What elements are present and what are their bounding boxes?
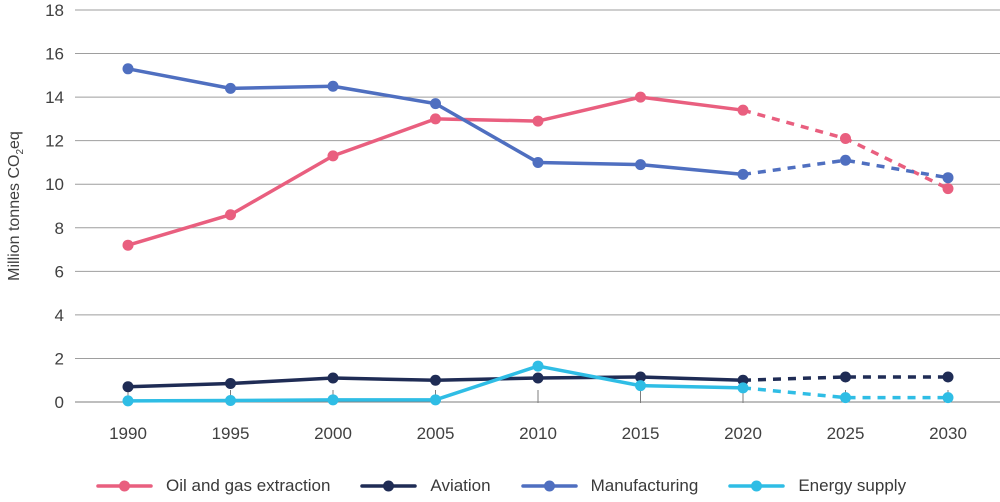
x-tick-label: 2030 bbox=[929, 424, 967, 443]
series-point-manufacturing bbox=[430, 98, 441, 110]
series-point-aviation bbox=[737, 374, 749, 386]
legend-label-manufacturing: Manufacturing bbox=[590, 476, 699, 495]
series-point-aviation bbox=[635, 371, 646, 383]
series-point-energy-supply bbox=[737, 382, 749, 394]
series-point-aviation bbox=[840, 371, 851, 383]
series-point-energy-supply bbox=[635, 380, 646, 392]
series-point-energy-supply bbox=[942, 392, 954, 404]
series-point-manufacturing bbox=[635, 159, 646, 171]
legend-item-manufacturing: Manufacturing bbox=[520, 476, 699, 496]
series-point-oil-and-gas-extraction bbox=[942, 183, 954, 195]
legend-marker-oil-and-gas-extraction bbox=[96, 480, 153, 492]
legend-marker-aviation bbox=[360, 480, 418, 492]
x-tick-label: 2025 bbox=[827, 424, 865, 443]
series-point-manufacturing bbox=[840, 154, 851, 166]
y-tick-label: 10 bbox=[45, 175, 64, 194]
series-point-manufacturing bbox=[122, 63, 134, 75]
legend-marker-manufacturing bbox=[520, 480, 578, 492]
y-tick-label: 6 bbox=[55, 262, 64, 281]
legend-item-oil-and-gas-extraction: Oil and gas extraction bbox=[96, 476, 330, 496]
legend-marker-dot-aviation bbox=[383, 480, 395, 492]
y-tick-label: 18 bbox=[45, 1, 64, 20]
x-tick-label: 1995 bbox=[212, 424, 250, 443]
series-point-energy-supply bbox=[327, 394, 339, 406]
series-line-projected-manufacturing bbox=[742, 158, 949, 180]
x-tick-label: 1990 bbox=[109, 424, 147, 443]
x-tick-label: 2015 bbox=[622, 424, 660, 443]
series-point-oil-and-gas-extraction bbox=[225, 209, 236, 221]
series-point-energy-supply bbox=[532, 360, 544, 372]
series-point-energy-supply bbox=[122, 395, 134, 407]
legend-item-aviation: Aviation bbox=[360, 476, 491, 496]
legend-marker-dot-energy-supply bbox=[751, 480, 763, 492]
series-point-aviation bbox=[122, 381, 134, 393]
y-tick-label: 12 bbox=[45, 132, 64, 151]
series-point-energy-supply bbox=[225, 394, 236, 406]
legend-marker-energy-supply bbox=[728, 480, 786, 492]
y-tick-label: 4 bbox=[55, 306, 64, 325]
series-line-projected-energy-supply bbox=[742, 386, 948, 400]
x-tick-label: 2000 bbox=[314, 424, 352, 443]
series-point-oil-and-gas-extraction bbox=[635, 91, 646, 103]
series-point-manufacturing bbox=[327, 80, 339, 92]
legend-item-energy-supply: Energy supply bbox=[728, 476, 906, 496]
series-point-manufacturing bbox=[942, 172, 954, 184]
series-point-oil-and-gas-extraction bbox=[532, 115, 544, 127]
chart-legend: Oil and gas extraction Aviation Manufactur… bbox=[96, 476, 906, 496]
y-tick-label: 2 bbox=[55, 349, 64, 368]
series-point-aviation bbox=[327, 372, 339, 384]
legend-label-aviation: Aviation bbox=[430, 476, 491, 495]
series-point-oil-and-gas-extraction bbox=[840, 132, 851, 144]
legend-marker-dot-manufacturing bbox=[543, 480, 555, 492]
series-point-oil-and-gas-extraction bbox=[737, 104, 749, 116]
y-tick-label: 14 bbox=[45, 88, 64, 107]
x-tick-label: 2005 bbox=[417, 424, 455, 443]
series-point-aviation bbox=[430, 374, 441, 386]
legend-marker-dot-oil-and-gas-extraction bbox=[119, 480, 130, 492]
x-tick-label: 2010 bbox=[519, 424, 557, 443]
series-point-oil-and-gas-extraction bbox=[122, 239, 134, 251]
legend-label-oil-and-gas-extraction: Oil and gas extraction bbox=[166, 476, 331, 495]
y-tick-label: 0 bbox=[55, 393, 64, 412]
y-tick-label: 16 bbox=[45, 45, 64, 64]
series-point-manufacturing bbox=[532, 156, 544, 168]
line-chart-plot-area: 0 2 4 6 8 10 12 14 16 18 1990 1995 2000 2005 2010 2015 2… bbox=[45, 1, 1000, 443]
series-line-projected-aviation bbox=[742, 375, 948, 382]
series-point-manufacturing bbox=[737, 168, 749, 180]
series-point-energy-supply bbox=[840, 392, 851, 404]
series-point-energy-supply bbox=[430, 394, 441, 406]
series-point-aviation bbox=[942, 371, 954, 383]
series-point-oil-and-gas-extraction bbox=[430, 113, 441, 125]
series-point-aviation bbox=[225, 377, 236, 389]
series-point-aviation bbox=[532, 372, 544, 384]
series-point-oil-and-gas-extraction bbox=[327, 150, 339, 162]
series-line-projected-oil-and-gas-extraction bbox=[742, 108, 949, 191]
legend-label-energy-supply: Energy supply bbox=[798, 476, 907, 495]
x-tick-label: 2020 bbox=[724, 424, 762, 443]
series-point-manufacturing bbox=[225, 82, 236, 94]
y-tick-label: 8 bbox=[55, 219, 64, 238]
